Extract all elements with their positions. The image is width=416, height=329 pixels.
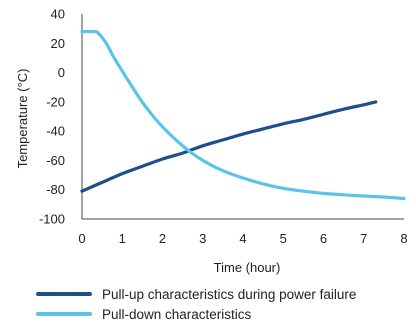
x-tick-label: 1 [119,231,126,246]
x-tick-label: 7 [360,231,367,246]
x-tick-label: 2 [159,231,166,246]
y-tick-label: 20 [51,36,65,51]
x-tick-label: 5 [280,231,287,246]
tick-labels: 40 20 0 -20 -40 -60 -80 -100 0 1 2 3 4 5 6 7 8 [39,7,408,247]
y-tick-label: -20 [46,94,65,109]
x-axis-title: Time (hour) [214,260,281,275]
y-tick-label: -100 [39,212,65,227]
legend-swatch-pull-up [36,292,92,296]
x-tick-label: 6 [320,231,327,246]
y-tick-label: -60 [46,153,65,168]
legend-label-pull-down: Pull-down characteristics [102,306,252,322]
y-tick-label: -40 [46,124,65,139]
y-axis-title: Temperature (°C) [15,69,30,169]
series-line-pull-down [80,29,406,201]
y-tick-label: 40 [51,7,65,22]
series-line-pull-up [80,100,378,193]
y-tick-label: 0 [58,65,65,80]
legend-item-pull-up: Pull-up characteristics during power fai… [36,284,356,304]
series-lines [80,29,406,201]
y-tick-label: -80 [46,182,65,197]
x-tick-label: 8 [400,231,407,246]
x-tick-label: 3 [199,231,206,246]
legend-swatch-pull-down [36,312,92,316]
line-chart: 40 20 0 -20 -40 -60 -80 -100 0 1 2 3 4 5 6 7 8 Time (hou… [15,7,408,276]
x-tick-label: 0 [78,231,85,246]
legend-item-pull-down: Pull-down characteristics [36,304,356,324]
axes [81,14,404,220]
legend: Pull-up characteristics during power fai… [36,284,356,324]
legend-label-pull-up: Pull-up characteristics during power fai… [102,286,357,302]
x-tick-label: 4 [239,231,246,246]
